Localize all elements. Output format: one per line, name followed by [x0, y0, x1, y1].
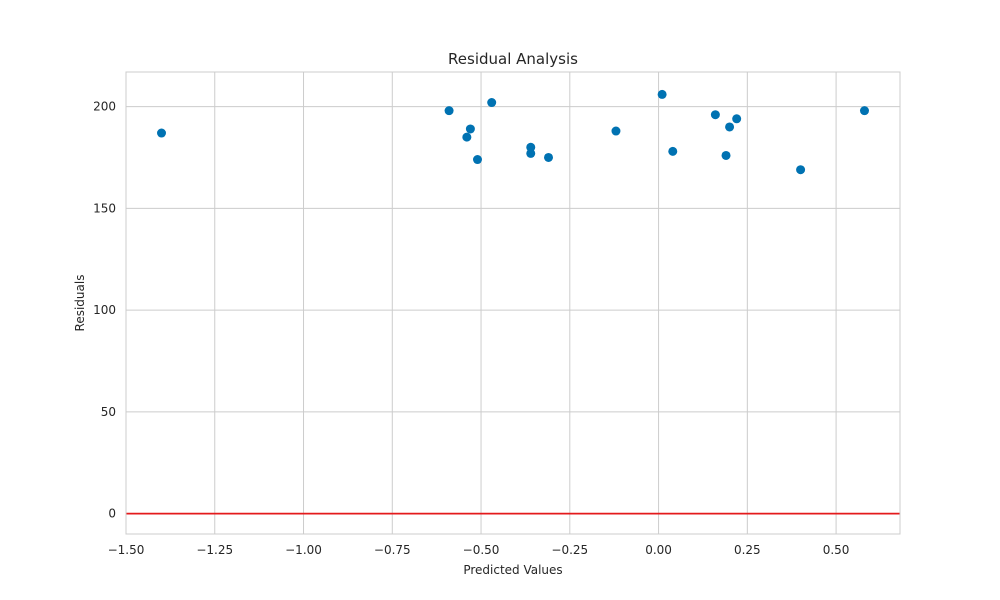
- data-point: [796, 165, 806, 175]
- y-axis-label: Residuals: [73, 275, 87, 332]
- data-point: [668, 146, 678, 156]
- y-tick-label: 100: [93, 303, 116, 317]
- x-tick-label: 0.00: [645, 543, 672, 557]
- plot-background: [126, 72, 900, 534]
- data-point: [462, 132, 472, 142]
- x-tick-label: −1.00: [285, 543, 322, 557]
- data-point: [725, 122, 735, 132]
- data-point: [721, 150, 731, 160]
- x-tick-label: −0.50: [463, 543, 500, 557]
- plot-frame: [125, 71, 901, 535]
- data-point: [544, 152, 554, 162]
- data-point: [472, 155, 482, 165]
- y-tick-labels: 0 50 100 150 200: [93, 100, 116, 521]
- y-tick-label: 50: [101, 405, 116, 419]
- x-tick-label: 0.25: [734, 543, 761, 557]
- y-tick-label: 200: [93, 100, 116, 114]
- data-point: [444, 106, 454, 116]
- data-point: [710, 110, 720, 120]
- y-tick-label: 150: [93, 201, 116, 215]
- data-point: [732, 114, 742, 124]
- data-point: [465, 124, 475, 134]
- y-tick-label: 0: [108, 507, 116, 521]
- data-point: [157, 128, 167, 138]
- data-point: [657, 89, 667, 99]
- x-tick-label: −1.50: [108, 543, 145, 557]
- x-axis-label: Predicted Values: [463, 563, 562, 577]
- data-points: [157, 89, 869, 175]
- data-point: [611, 126, 621, 136]
- x-tick-label: 0.50: [823, 543, 850, 557]
- chart-title: Residual Analysis: [448, 50, 578, 68]
- data-point: [526, 148, 536, 158]
- data-point: [859, 106, 869, 116]
- data-point: [487, 98, 497, 108]
- x-tick-label: −0.25: [551, 543, 588, 557]
- x-tick-label: −1.25: [196, 543, 233, 557]
- x-tick-labels: −1.50 −1.25 −1.00 −0.75 −0.50 −0.25 0.00 0.25 0.…: [108, 543, 850, 557]
- x-tick-label: −0.75: [374, 543, 411, 557]
